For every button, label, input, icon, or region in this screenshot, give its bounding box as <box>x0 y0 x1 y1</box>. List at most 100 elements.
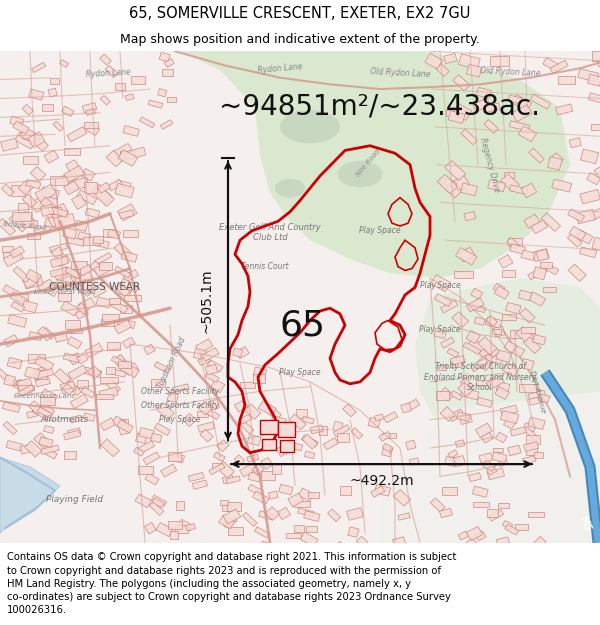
Bar <box>40 397 55 405</box>
Bar <box>61 301 79 316</box>
Bar <box>487 466 497 475</box>
Bar <box>526 446 536 455</box>
Bar <box>337 433 349 442</box>
Bar <box>40 445 59 454</box>
Bar <box>445 456 457 467</box>
Bar <box>461 129 478 144</box>
Bar <box>35 356 54 371</box>
Bar <box>92 184 112 204</box>
Bar <box>235 400 248 412</box>
Bar <box>118 150 137 166</box>
Bar <box>496 537 509 546</box>
Bar <box>472 486 488 498</box>
Bar <box>233 348 242 357</box>
Bar <box>94 262 111 277</box>
Bar <box>6 441 23 451</box>
Bar <box>167 392 179 402</box>
Bar <box>505 524 519 535</box>
Bar <box>496 382 510 392</box>
Bar <box>240 421 254 434</box>
Bar <box>77 354 88 364</box>
Bar <box>158 89 167 97</box>
Bar <box>509 121 530 131</box>
Text: Other Sports Facility: Other Sports Facility <box>141 401 219 410</box>
Bar <box>532 334 546 345</box>
Bar <box>60 381 76 394</box>
Bar <box>475 423 493 438</box>
Bar <box>268 491 278 499</box>
Bar <box>308 491 319 498</box>
Bar <box>101 319 113 326</box>
Bar <box>0 219 16 236</box>
Bar <box>0 369 10 381</box>
Text: Greenhouse Lane: Greenhouse Lane <box>14 393 76 399</box>
Bar <box>467 339 487 354</box>
Bar <box>73 282 85 294</box>
Bar <box>260 541 272 551</box>
Bar <box>304 451 315 459</box>
Bar <box>437 365 446 370</box>
Bar <box>159 52 170 62</box>
Bar <box>516 327 535 345</box>
Bar <box>453 104 472 121</box>
Bar <box>460 183 478 196</box>
Bar <box>178 519 193 531</box>
Bar <box>119 419 128 428</box>
Bar <box>500 405 518 416</box>
Bar <box>296 409 307 418</box>
Bar <box>65 267 82 279</box>
Bar <box>74 271 94 287</box>
Bar <box>319 426 327 436</box>
Bar <box>393 489 411 506</box>
Bar <box>543 58 560 71</box>
Text: Dart Avenue: Dart Avenue <box>529 369 547 413</box>
Bar <box>36 369 53 379</box>
Bar <box>88 366 101 379</box>
Bar <box>3 251 23 267</box>
Bar <box>533 249 549 261</box>
Bar <box>470 288 482 299</box>
Bar <box>14 381 30 394</box>
Bar <box>474 317 485 326</box>
Text: Allotments: Allotments <box>41 415 89 424</box>
Bar <box>323 438 338 450</box>
Bar <box>3 252 20 258</box>
Bar <box>139 428 154 439</box>
Bar <box>496 432 507 442</box>
Bar <box>37 407 53 419</box>
Bar <box>164 59 174 68</box>
Bar <box>64 166 85 182</box>
Bar <box>569 138 581 148</box>
Bar <box>138 441 155 453</box>
Bar <box>113 143 132 158</box>
Bar <box>50 268 68 278</box>
Bar <box>485 354 503 364</box>
Bar <box>500 411 519 424</box>
Bar <box>78 264 92 276</box>
Bar <box>76 282 91 296</box>
Bar <box>444 54 457 64</box>
Bar <box>123 269 139 282</box>
Bar <box>34 138 49 151</box>
Bar <box>382 443 393 452</box>
Bar <box>92 238 109 248</box>
Bar <box>496 350 512 362</box>
Bar <box>540 262 553 268</box>
Bar <box>483 103 500 112</box>
Bar <box>50 256 68 268</box>
Bar <box>22 219 37 227</box>
Bar <box>82 279 94 291</box>
Bar <box>53 213 76 228</box>
Bar <box>67 428 81 436</box>
Bar <box>16 294 28 300</box>
Bar <box>521 250 535 261</box>
Bar <box>103 229 114 237</box>
Bar <box>466 538 478 549</box>
Bar <box>539 394 550 402</box>
Bar <box>11 301 25 312</box>
Bar <box>252 464 264 475</box>
Bar <box>107 229 121 239</box>
Bar <box>471 304 485 312</box>
Bar <box>40 389 58 404</box>
Bar <box>193 348 207 360</box>
